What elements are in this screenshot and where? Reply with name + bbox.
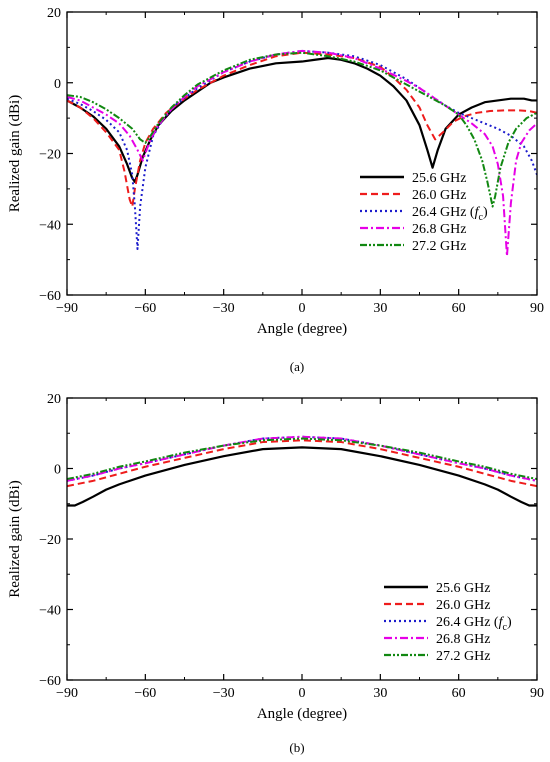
series-line-25-6-ghz [67, 446, 537, 507]
legend-label: 25.6 GHz [412, 171, 466, 186]
legend-label: 26.0 GHz [412, 188, 466, 203]
x-tick-label: 60 [452, 686, 466, 701]
y-tick-label: 0 [54, 463, 61, 478]
y-tick-label: −40 [39, 604, 61, 619]
x-tick-label: 30 [373, 301, 387, 316]
series-line-26-4-ghz-f-c [67, 49, 537, 251]
x-tick-label: −90 [56, 686, 78, 701]
legend-label: 25.6 GHz [436, 581, 490, 596]
series-line-26-4-ghz-f-c [67, 435, 537, 482]
x-tick-label: 90 [530, 686, 544, 701]
y-tick-label: 20 [47, 6, 61, 21]
series-line-27-2-ghz [67, 51, 537, 208]
x-axis-title: Angle (degree) [257, 321, 347, 337]
x-tick-label: −60 [134, 686, 156, 701]
y-tick-label: −20 [39, 148, 61, 163]
x-tick-label: −60 [134, 301, 156, 316]
legend: 25.6 GHz 26.0 GHz 26.4 GHz (fc)26.8 GHz 27.… [360, 171, 488, 254]
x-tick-label: 0 [299, 686, 306, 701]
panel-caption: (a) [290, 359, 304, 374]
x-tick-label: 0 [299, 301, 306, 316]
legend: 25.6 GHz 26.0 GHz 26.4 GHz (fc)26.8 GHz 27.… [384, 581, 512, 664]
series-line-26-8-ghz [67, 49, 537, 258]
y-axis-title: Realized gain (dBi) [7, 480, 23, 597]
y-tick-label: 20 [47, 392, 61, 407]
series-line-27-2-ghz [67, 437, 537, 481]
y-tick-label: 0 [54, 77, 61, 92]
x-tick-label: 60 [452, 301, 466, 316]
x-tick-label: 90 [530, 301, 544, 316]
x-axis-title: Angle (degree) [257, 706, 347, 722]
x-tick-label: 30 [373, 686, 387, 701]
panel-caption: (b) [289, 740, 304, 755]
legend-label: 27.2 GHz [436, 649, 490, 664]
series-line-25-6-ghz [67, 56, 537, 183]
y-tick-label: −20 [39, 533, 61, 548]
legend-label: 26.4 GHz (fc) [436, 615, 512, 633]
legend-label: 27.2 GHz [412, 239, 466, 254]
series-line-26-8-ghz [67, 435, 537, 482]
x-tick-label: −30 [213, 301, 235, 316]
x-tick-label: −90 [56, 301, 78, 316]
series-line-26-0-ghz [67, 51, 537, 208]
legend-label: 26.8 GHz [436, 632, 490, 647]
legend-label: 26.4 GHz (fc) [412, 205, 488, 223]
y-axis-title: Realized gain (dBi) [7, 95, 23, 212]
y-tick-label: −60 [39, 289, 61, 304]
legend-label: 26.0 GHz [436, 598, 490, 613]
plot-frame [66, 11, 538, 296]
y-tick-label: −60 [39, 674, 61, 689]
y-tick-label: −40 [39, 218, 61, 233]
legend-label: 26.8 GHz [412, 222, 466, 237]
x-tick-label: −30 [213, 686, 235, 701]
